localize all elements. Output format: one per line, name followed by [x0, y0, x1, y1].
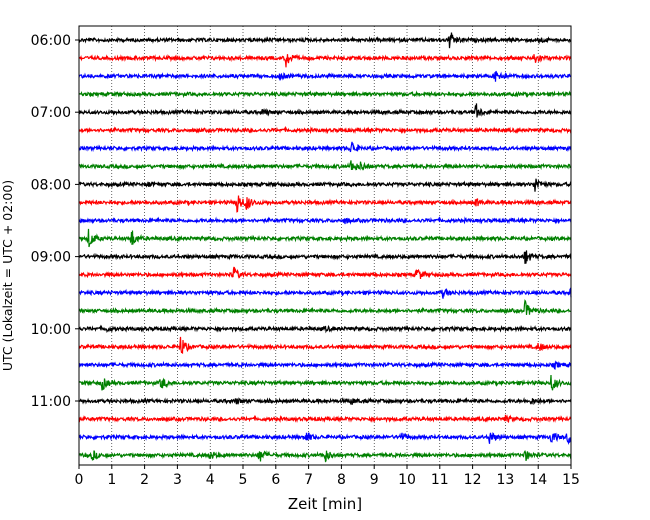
y-tick-label: 07:00	[31, 105, 71, 121]
trace-row-0730	[78, 141, 572, 153]
x-tick-label: 9	[370, 472, 379, 488]
x-axis-ticks: 0 1 2 3 4 5 6 7 8 9 10 11 12 13 14 15	[75, 465, 580, 488]
x-tick-label: 1	[107, 472, 116, 488]
trace-row-0930	[78, 286, 572, 299]
trace-row-0915	[78, 266, 572, 280]
x-tick-label: 11	[431, 472, 449, 488]
y-tick-label: 10:00	[31, 322, 71, 338]
x-tick-label: 12	[464, 472, 482, 488]
trace-row-0645	[78, 90, 572, 99]
seismogram-traces	[78, 32, 572, 463]
x-tick-label: 4	[206, 472, 215, 488]
x-tick-label: 15	[562, 472, 580, 488]
trace-row-1000	[78, 324, 572, 334]
trace-row-1045	[78, 375, 572, 391]
x-tick-label: 6	[271, 472, 280, 488]
x-tick-label: 13	[496, 472, 514, 488]
trace-row-0945	[78, 299, 572, 315]
trace-row-1030	[78, 360, 572, 370]
y-tick-label: 06:00	[31, 33, 71, 49]
plot-frame	[78, 25, 572, 466]
trace-row-1115	[78, 414, 572, 424]
trace-row-0715	[78, 125, 572, 135]
trace-row-1145	[78, 449, 572, 463]
trace-row-0630	[78, 70, 572, 82]
x-tick-label: 7	[304, 472, 313, 488]
x-tick-label: 14	[529, 472, 547, 488]
trace-row-0845	[78, 228, 572, 248]
trace-row-1015	[78, 336, 572, 355]
trace-row-1100	[78, 396, 572, 406]
y-tick-label: 09:00	[31, 250, 71, 266]
x-tick-label: 10	[398, 472, 416, 488]
x-tick-label: 8	[337, 472, 346, 488]
trace-row-0830	[78, 216, 572, 225]
trace-row-0700	[78, 103, 572, 118]
x-tick-label: 3	[173, 472, 182, 488]
trace-row-0815	[78, 195, 572, 213]
grid-lines	[111, 26, 539, 465]
y-axis-ticks: 06:00 07:00 08:00 09:00 10:00 11:00	[31, 33, 79, 410]
y-tick-label: 08:00	[31, 177, 71, 193]
x-tick-label: 5	[239, 472, 248, 488]
trace-row-0600	[78, 32, 572, 49]
trace-row-0615	[78, 53, 572, 68]
x-tick-label: 2	[140, 472, 149, 488]
trace-row-0900	[78, 250, 572, 264]
x-axis-label: Zeit [min]	[288, 495, 362, 513]
y-axis-label: UTC (Lokalzeit = UTC + 02:00)	[0, 180, 15, 371]
trace-row-0745	[78, 160, 572, 171]
x-tick-label: 0	[75, 472, 84, 488]
trace-row-0800	[78, 178, 572, 192]
y-tick-label: 11:00	[31, 394, 71, 410]
trace-row-1130	[78, 432, 572, 445]
